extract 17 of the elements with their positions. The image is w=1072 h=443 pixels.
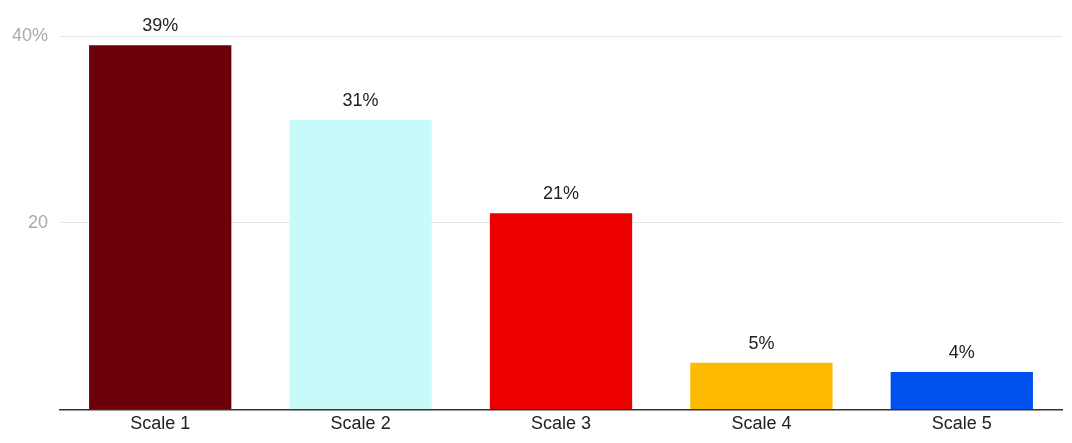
- data-label: 31%: [342, 89, 379, 110]
- x-tick-label: Scale 1: [130, 413, 191, 434]
- bar: [690, 362, 833, 409]
- bar: [289, 120, 432, 409]
- x-tick-label: Scale 2: [330, 413, 391, 434]
- y-tick-label: 20: [28, 211, 49, 232]
- data-label: 21%: [543, 183, 580, 204]
- bar: [890, 372, 1033, 409]
- data-label: 4%: [948, 342, 975, 363]
- y-tick-label: 40%: [12, 24, 49, 45]
- data-label: 39%: [142, 15, 179, 36]
- bar: [489, 213, 633, 409]
- data-label: 5%: [748, 332, 775, 353]
- bar: [89, 45, 232, 409]
- x-tick-label: Scale 5: [931, 413, 992, 434]
- x-tick-label: Scale 3: [530, 413, 592, 434]
- x-tick-label: Scale 4: [731, 413, 792, 434]
